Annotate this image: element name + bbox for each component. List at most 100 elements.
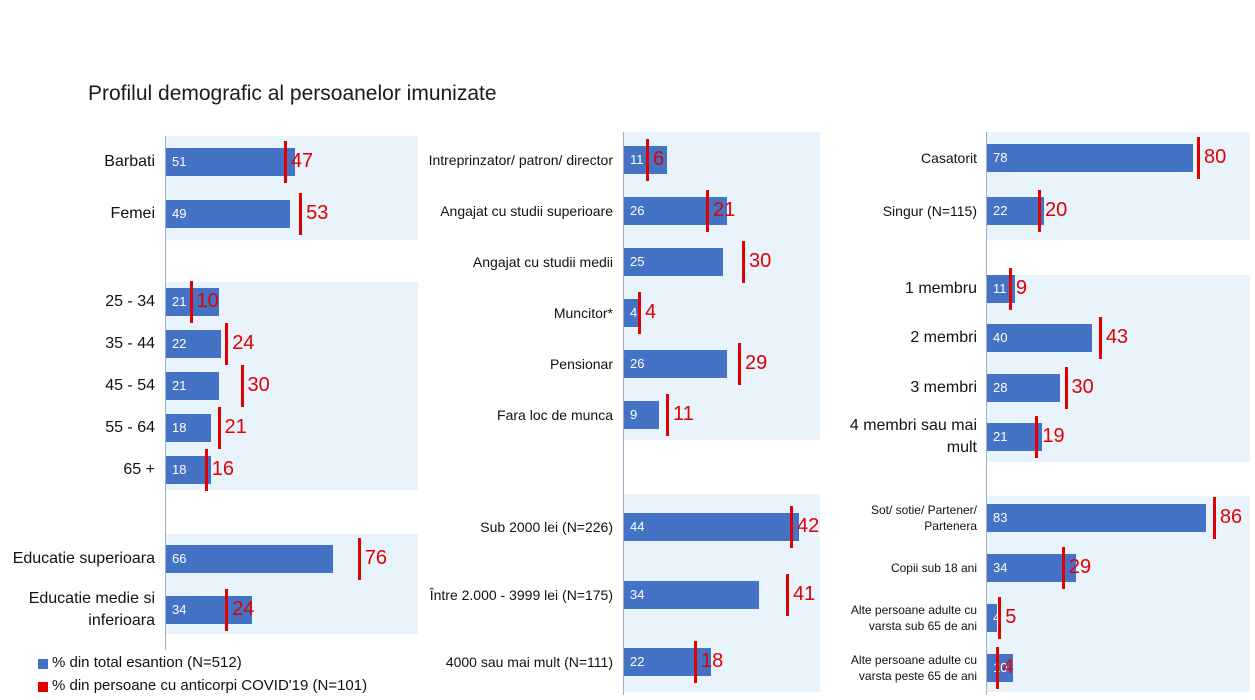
marker-value-label: 42 (797, 515, 820, 537)
category-label: Fara loc de munca (497, 406, 613, 423)
page-title: Profilul demografic al persoanelor imuni… (88, 82, 497, 105)
marker-value-label: 43 (1105, 326, 1129, 348)
category-label: Copii sub 18 ani (890, 560, 977, 575)
category-label: Femei (110, 205, 155, 223)
bar-total (986, 374, 1061, 402)
legend-label-total: % din total esantion (N=512) (52, 654, 242, 671)
chart-panel (623, 132, 820, 440)
marker-value-label: 21 (713, 199, 736, 221)
marker-antibody (217, 407, 221, 449)
bar-total (986, 144, 1193, 172)
bar-total (165, 545, 334, 573)
marker-value-label: 53 (306, 202, 329, 224)
bar-value-label: 40 (993, 330, 1008, 345)
category-label: Educatie medie si inferioara (28, 590, 155, 629)
marker-value-label: 24 (232, 598, 255, 620)
category-label: 3 membri (910, 379, 977, 397)
marker-antibody (240, 365, 244, 407)
marker-antibody (283, 141, 287, 183)
marker-value-label: 29 (1068, 556, 1092, 578)
bar-value-label: 34 (172, 602, 187, 617)
bar-total (623, 350, 727, 378)
category-label: 55 - 64 (105, 419, 155, 437)
bar-value-label: 25 (630, 254, 645, 269)
marker-antibody (1035, 416, 1039, 458)
marker-antibody (1098, 317, 1102, 359)
marker-antibody (1197, 137, 1200, 179)
marker-value-label: 18 (701, 650, 724, 672)
bar-value-label: 4 (630, 305, 638, 320)
category-label: 1 membru (904, 280, 977, 298)
category-label: 4 membri sau mai mult (849, 417, 977, 456)
category-label: Casatorit (920, 149, 977, 166)
marker-antibody (666, 394, 669, 436)
marker-value-label: 24 (232, 332, 255, 354)
bar-value-label: 21 (172, 294, 187, 309)
bar-total (623, 197, 727, 225)
marker-antibody (995, 647, 999, 689)
axis-line (986, 132, 987, 695)
bar-total (623, 248, 723, 276)
bar-total (165, 414, 211, 442)
bar-value-label: 21 (993, 429, 1008, 444)
bar-total (986, 604, 997, 632)
marker-value-label: 4 (645, 301, 657, 323)
axis-line (165, 136, 166, 650)
bar-total (165, 330, 222, 358)
bar-value-label: 83 (993, 510, 1008, 525)
marker-value-label: 10 (196, 290, 219, 312)
marker-value-label: 19 (1042, 425, 1065, 447)
marker-antibody (786, 574, 789, 616)
category-label: Muncitor* (553, 304, 613, 321)
bar-total (623, 513, 799, 541)
category-label: 2 membri (910, 329, 977, 347)
marker-antibody (357, 538, 361, 580)
legend-label-antibody: % din persoane cu anticorpi COVID'19 (N=… (52, 677, 368, 694)
bar-value-label: 22 (993, 203, 1008, 218)
category-label: 65 + (123, 461, 155, 479)
bar-total (986, 654, 1013, 682)
category-label: Educatie superioara (12, 550, 155, 568)
legend: % din total esantion (N=512) % din perso… (16, 652, 436, 698)
category-label: Alte persoane adulte cu varsta sub 65 de… (850, 602, 977, 633)
axis-line (623, 132, 624, 695)
marker-antibody (1008, 268, 1012, 310)
marker-antibody (225, 323, 229, 365)
category-label: Alte persoane adulte cu varsta peste 65 … (850, 652, 977, 683)
bar-total (986, 324, 1092, 352)
bar-total (986, 504, 1206, 532)
category-label: Între 2.000 - 3999 lei (N=175) (429, 586, 613, 603)
marker-value-label: 76 (364, 547, 388, 569)
category-label: Barbati (104, 153, 155, 171)
bar-value-label: 49 (172, 206, 187, 221)
bar-total (165, 372, 219, 400)
bar-value-label: 11 (630, 152, 644, 167)
marker-antibody (225, 589, 229, 631)
marker-antibody (706, 190, 709, 232)
marker-value-label: 11 (673, 403, 694, 425)
marker-antibody (742, 241, 745, 283)
bar-total (165, 148, 296, 176)
legend-item-antibody: % din persoane cu anticorpi COVID'19 (N=… (38, 677, 368, 694)
legend-swatch-total (38, 659, 48, 669)
category-label: Intreprinzator/ patron/ director (428, 151, 613, 168)
bar-total (623, 299, 639, 327)
marker-antibody (790, 506, 793, 548)
category-label: Singur (N=115) (882, 202, 977, 219)
bar-total (623, 146, 667, 174)
marker-value-label: 30 (247, 374, 270, 396)
marker-value-label: 16 (211, 458, 235, 480)
category-label: Angajat cu studii medii (472, 253, 613, 270)
bar-total (165, 456, 211, 484)
category-label: Angajat cu studii superioare (440, 202, 613, 219)
marker-antibody (738, 343, 741, 385)
marker-antibody (189, 281, 193, 323)
marker-antibody (299, 193, 303, 235)
bar-value-label: 34 (993, 560, 1008, 575)
marker-value-label: 21 (224, 416, 247, 438)
marker-value-label: 9 (1015, 277, 1027, 299)
bar-total (623, 581, 759, 609)
marker-value-label: 5 (1005, 606, 1017, 628)
bar-value-label: 78 (993, 150, 1008, 165)
marker-value-label: 6 (653, 148, 665, 170)
